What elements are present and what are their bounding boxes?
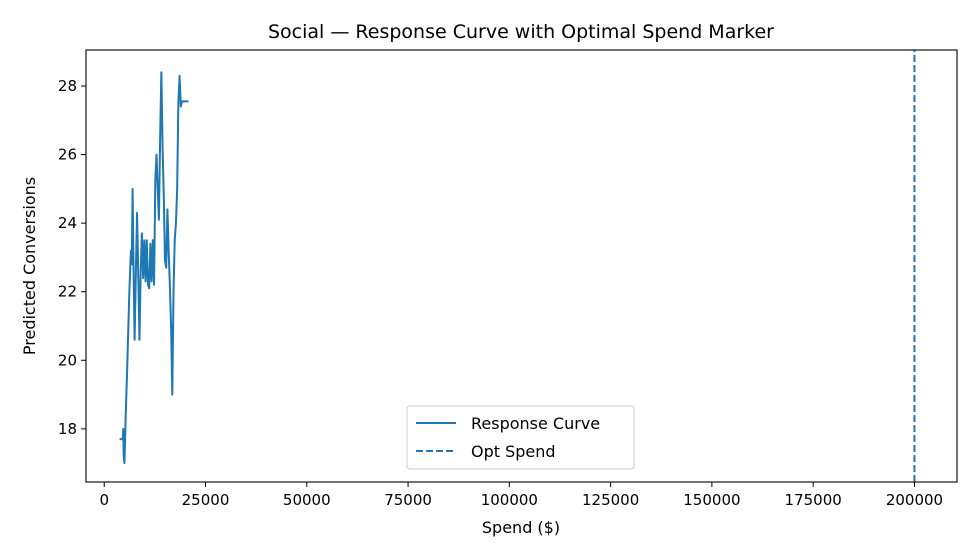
- plot-area: [119, 50, 916, 482]
- x-tick-label: 50000: [283, 491, 331, 509]
- legend-label-opt-spend: Opt Spend: [471, 442, 556, 461]
- y-axis: 18 20 22 24 26 28: [58, 77, 86, 438]
- x-axis: 0 25000 50000 75000 100000 125000 150000 175000…: [99, 482, 943, 509]
- axes-frame: [85, 49, 958, 483]
- y-tick-label: 24: [58, 214, 77, 232]
- chart-title: Social — Response Curve with Optimal Spe…: [268, 21, 774, 43]
- x-tick-label: 175000: [785, 491, 842, 509]
- x-tick-label: 150000: [683, 491, 740, 509]
- y-tick-label: 18: [58, 420, 77, 438]
- legend-box: [406, 405, 635, 470]
- legend: Response Curve Opt Spend: [406, 405, 635, 470]
- x-tick-label: 100000: [481, 491, 538, 509]
- x-axis-label: Spend ($): [482, 518, 560, 537]
- series-line-response-curve: [119, 71, 189, 465]
- y-tick-label: 28: [58, 77, 77, 95]
- x-tick-label: 25000: [182, 491, 230, 509]
- x-tick-label: 125000: [582, 491, 639, 509]
- x-tick-label: 200000: [886, 491, 943, 509]
- y-axis-label: Predicted Conversions: [20, 177, 39, 355]
- x-tick-label: 0: [99, 491, 109, 509]
- y-tick-label: 26: [58, 146, 77, 164]
- y-tick-label: 22: [58, 283, 77, 301]
- legend-label-response-curve: Response Curve: [471, 414, 600, 433]
- x-tick-label: 75000: [384, 491, 432, 509]
- y-tick-label: 20: [58, 351, 77, 369]
